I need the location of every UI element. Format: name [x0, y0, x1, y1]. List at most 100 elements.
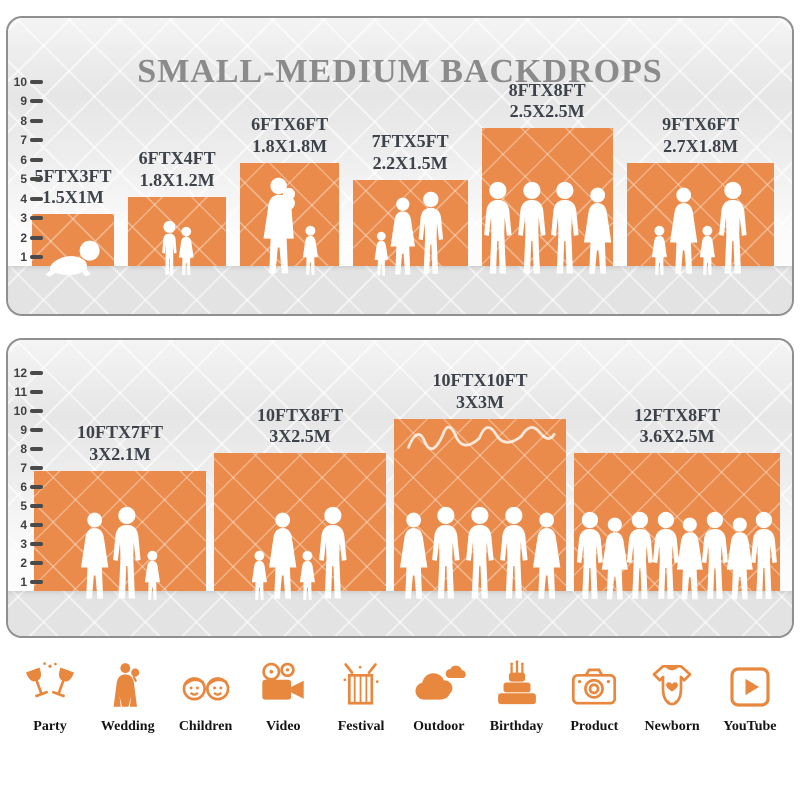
backdrop-ft-size: 7FTX5FT [371, 131, 449, 152]
backdrop-ft-size: 5FTX3FT [34, 165, 112, 186]
backdrop-stage-bottom: 10FTX7FT 3X2.1M 10FTX8FT 3X2.5M 10FTX10FT 3X3… [8, 340, 792, 636]
backdrop-m-size: 3X2.1M [89, 443, 151, 464]
people-silhouettes [22, 506, 218, 602]
ruler-mark-1: 1 [10, 575, 43, 589]
category-product: Product [558, 660, 630, 735]
person-woman-silhouette [670, 187, 698, 274]
category-label: Video [266, 719, 301, 734]
backdrop-size-label: 8FTX8FT 2.5X2.5M [509, 80, 586, 124]
backdrop-rect [128, 197, 227, 275]
person-girl-silhouette [299, 550, 315, 600]
ruler-number: 9 [20, 94, 27, 108]
backdrop-10ftx10ft: 10FTX10FT 3X3M [394, 370, 566, 599]
ruler-mark-6: 6 [10, 481, 43, 493]
ruler-number: 8 [20, 113, 27, 128]
ruler-mark-3: 3 [10, 211, 43, 225]
ruler-number: 2 [20, 230, 27, 245]
category-festival: Festival [325, 660, 397, 735]
person-man-silhouette [419, 191, 444, 274]
person-girl-silhouette [144, 550, 161, 600]
infographic-title: SMALL-MEDIUM BACKDROPS [137, 52, 663, 90]
backdrop-size-label: 6FTX4FT 1.8X1.2M [139, 148, 216, 192]
backdrop-m-size: 3.6X2.5M [639, 426, 715, 447]
backdrop-m-size: 1.8X1.2M [139, 170, 215, 191]
person-girl-silhouette [652, 225, 668, 275]
watermark-squiggle [406, 425, 556, 451]
person-girl-silhouette [700, 225, 716, 275]
ruler-number: 1 [20, 575, 27, 589]
person-girl-silhouette [251, 550, 267, 600]
ruler-number: 3 [20, 211, 27, 225]
backdrop-m-size: 2.5X2.5M [509, 101, 585, 122]
ruler-mark-12: 12 [10, 366, 43, 380]
backdrop-9ftx6ft: 9FTX6FT 2.7X1.8M [626, 114, 775, 275]
person-man-silhouette [113, 506, 141, 599]
people-silhouettes [20, 239, 126, 277]
person-woman-silhouette [677, 517, 704, 599]
backdrop-m-size: 1.5X1M [42, 187, 104, 208]
backdrop-size-label: 10FTX8FT 3X2.5M [257, 405, 343, 449]
category-newborn: Newborn [636, 660, 708, 735]
backdrop-rect [214, 453, 386, 600]
ruler-tick [30, 99, 43, 103]
person-woman-silhouette [269, 512, 297, 599]
ruler-mark-7: 7 [10, 134, 43, 146]
wedding-icon [101, 660, 155, 714]
ruler-tick [30, 216, 43, 220]
backdrop-size-label: 5FTX3FT 1.5X1M [34, 166, 111, 210]
person-man-silhouette [701, 511, 728, 599]
backdrop-rect [240, 162, 339, 275]
person-woman-baby-silhouette [263, 177, 295, 274]
backdrop-m-size: 3X2.5M [269, 426, 331, 447]
category-label: Party [33, 719, 67, 734]
ruler-tick [30, 235, 43, 240]
ruler-mark-2: 2 [10, 557, 43, 569]
backdrop-size-label: 9FTX6FT 2.7X1.8M [662, 114, 739, 158]
ruler-mark-9: 9 [10, 94, 43, 108]
category-birthday: Birthday [481, 660, 553, 735]
ruler-tick [30, 485, 43, 489]
ruler-number: 12 [13, 366, 27, 380]
ruler-tick [30, 157, 43, 162]
backdrop-ft-size: 10FTX8FT [256, 404, 344, 425]
people-silhouettes [116, 220, 238, 277]
ruler-tick [30, 79, 43, 84]
ruler-tick [30, 561, 43, 565]
person-man-silhouette [484, 181, 512, 274]
backdrop-8ftx8ft: 8FTX8FT 2.5X2.5M [481, 80, 613, 274]
ruler-tick [30, 580, 43, 584]
video-icon [256, 660, 310, 714]
backdrop-rect [626, 162, 775, 275]
person-man-silhouette [466, 506, 494, 599]
ruler-tick [30, 409, 43, 413]
category-wedding: Wedding [92, 660, 164, 735]
ruler-mark-11: 11 [10, 386, 43, 398]
small-medium-panel-top: SMALL-MEDIUM BACKDROPS 10 9 8 7 6 5 4 3 2 1 5FTX3… [6, 16, 794, 316]
category-label: Wedding [100, 719, 155, 734]
category-label: Product [570, 719, 619, 734]
ruler-number: 4 [20, 191, 27, 206]
backdrop-rect [34, 470, 206, 600]
person-woman-silhouette [81, 512, 109, 599]
people-silhouettes [228, 177, 350, 277]
backdrop-ft-size: 12FTX8FT [634, 404, 721, 425]
person-man-silhouette [719, 181, 747, 274]
person-man-silhouette [432, 506, 460, 599]
person-woman-silhouette [584, 187, 612, 274]
youtube-icon [723, 660, 777, 714]
person-man-silhouette [652, 511, 679, 599]
people-silhouettes [615, 181, 787, 277]
ruler-tick [30, 447, 43, 451]
ruler-number: 5 [20, 172, 27, 186]
backdrop-size-label: 7FTX5FT 2.2X1.5M [372, 131, 449, 175]
backdrop-6ftx4ft: 6FTX4FT 1.8X1.2M [128, 148, 227, 275]
backdrop-rect [32, 214, 114, 277]
person-man-silhouette [577, 511, 604, 599]
backdrop-rect [394, 419, 566, 599]
backdrop-stage-top: 5FTX3FT 1.5X1M 6FTX4FT 1.8X1.2M 6FTX6FT 1.8X1… [8, 18, 792, 314]
people-silhouettes [562, 511, 792, 602]
backdrop-m-size: 2.7X1.8M [663, 135, 739, 156]
person-woman-silhouette [601, 517, 628, 599]
ruler-tick [30, 542, 43, 546]
category-row: Party Wedding Children Video Festival Outdoor… [14, 660, 786, 735]
